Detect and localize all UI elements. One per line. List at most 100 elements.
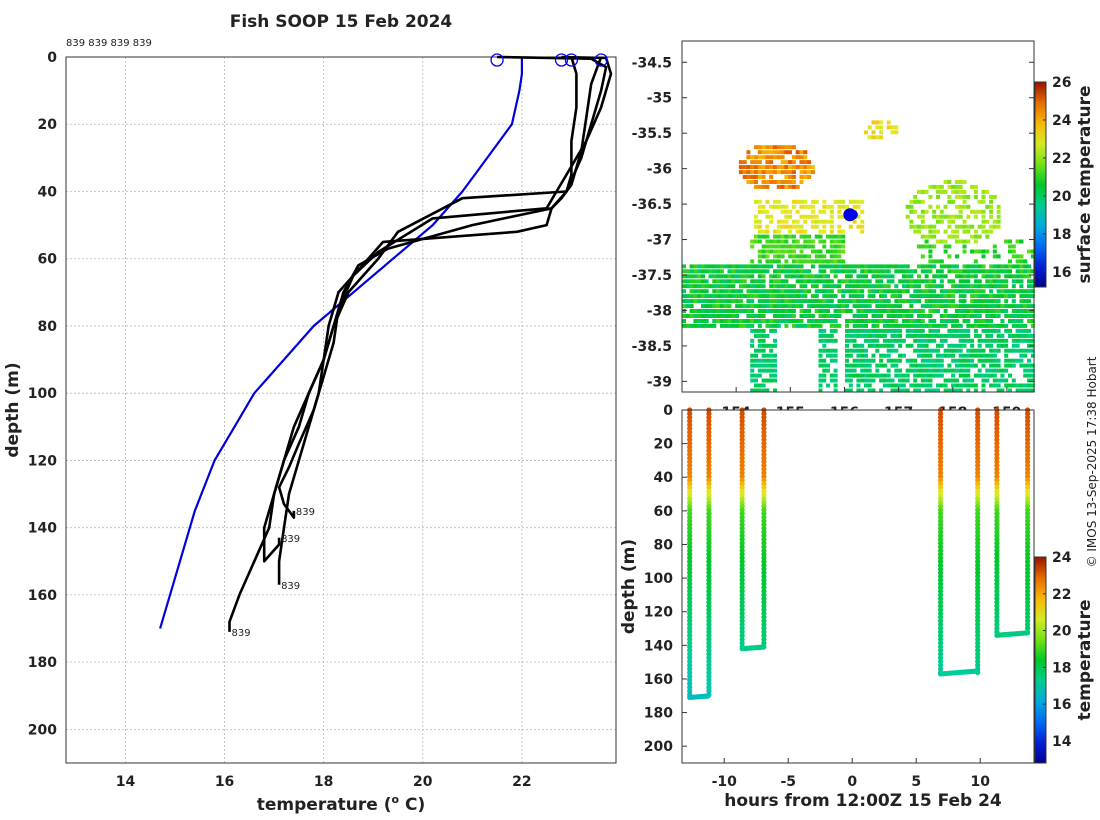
cast-dot <box>706 444 712 450</box>
sst-cell <box>784 165 789 170</box>
sst-cell <box>947 388 952 393</box>
sst-cell <box>799 254 804 259</box>
cast-dot <box>761 559 767 565</box>
sst-cell <box>689 294 694 299</box>
sst-cell <box>882 343 887 348</box>
sst-cell <box>761 234 766 239</box>
sst-cell <box>765 333 770 338</box>
sst-cell <box>723 294 728 299</box>
cast-dot <box>739 411 745 417</box>
sst-cell <box>871 333 876 338</box>
sst-cell <box>882 353 887 358</box>
sst-cell <box>894 125 899 130</box>
sst-cell <box>799 314 804 318</box>
sst-cell <box>958 184 963 189</box>
sst-cell <box>913 224 918 229</box>
sst-cell <box>898 323 903 328</box>
cast-dot <box>1025 603 1031 609</box>
sst-cell <box>1027 333 1031 338</box>
sst-cell <box>864 373 868 378</box>
sst-cell <box>985 333 990 338</box>
sst-cell <box>867 363 872 368</box>
sst-cell <box>928 264 933 269</box>
sst-cell <box>856 214 861 219</box>
sst-cell <box>807 170 812 175</box>
sst-cell <box>761 363 766 368</box>
sst-cell <box>784 319 789 323</box>
sst-cell <box>928 383 933 388</box>
sst-cell <box>996 254 1001 259</box>
sst-cell <box>757 269 762 274</box>
sst-cell <box>943 319 948 323</box>
sst-cell <box>924 383 929 388</box>
sst-cell <box>761 284 766 289</box>
sst-cell <box>757 358 762 363</box>
sst-cell <box>833 244 838 249</box>
sst-cell <box>845 204 849 209</box>
sst-cell <box>829 373 834 378</box>
cast-dot <box>937 610 944 616</box>
sst-cell <box>913 363 918 368</box>
sst-cell <box>731 319 736 323</box>
sst-cell <box>780 209 785 214</box>
sst-cell <box>954 348 959 353</box>
sst-cell <box>958 289 963 294</box>
sst-cell <box>954 319 959 323</box>
sst-cell <box>704 284 709 289</box>
sst-cell <box>1011 333 1016 338</box>
sst-cell <box>1011 294 1016 299</box>
sst-cell <box>962 279 967 284</box>
sst-cell <box>1027 348 1031 353</box>
sst-cell <box>754 224 758 229</box>
sst-cell <box>871 269 876 274</box>
sst-cell <box>867 358 872 363</box>
sst-cell <box>1023 259 1028 264</box>
sst-cell <box>829 323 834 328</box>
sst-cell <box>754 353 758 358</box>
sst-cell <box>750 264 755 269</box>
sst-cell <box>973 284 978 289</box>
sst-cell <box>848 348 853 353</box>
sst-cell <box>803 155 808 160</box>
y-tick-label: 160 <box>644 672 673 688</box>
sst-cell <box>776 229 781 234</box>
sst-cell <box>917 373 921 378</box>
sst-cell <box>954 264 959 269</box>
sst-cell <box>826 348 830 353</box>
sst-cell <box>1011 244 1016 249</box>
cast-dot <box>739 422 745 428</box>
sst-cell <box>826 284 830 289</box>
sst-cell <box>791 184 796 189</box>
sst-cell <box>973 289 978 294</box>
sst-cell <box>829 219 834 224</box>
sst-cell <box>769 244 774 249</box>
sst-cell <box>829 259 834 264</box>
cast-dot <box>937 566 944 572</box>
sst-cell <box>818 388 823 393</box>
cast-dot <box>937 418 944 424</box>
sst-cell <box>864 323 868 328</box>
cast-dot <box>687 440 693 446</box>
sst-cell <box>898 294 903 299</box>
cast-dot <box>975 448 981 454</box>
sst-cell <box>886 120 891 125</box>
sst-cell <box>1004 304 1009 309</box>
cast-dot <box>937 636 944 642</box>
sst-cell <box>898 383 903 388</box>
sst-cell <box>765 309 770 313</box>
sst-cell <box>989 279 994 284</box>
sst-cell <box>898 299 903 304</box>
sst-cell <box>791 160 796 165</box>
sst-cell <box>845 274 849 279</box>
sst-cell <box>966 319 971 323</box>
sst-cell <box>1023 304 1028 309</box>
sst-cell <box>769 358 774 363</box>
sst-cell <box>810 323 815 328</box>
sst-cell <box>791 309 796 313</box>
sst-cell <box>765 199 770 204</box>
sst-cell <box>731 284 736 289</box>
sst-cell <box>996 323 1001 328</box>
sst-cell <box>932 388 937 393</box>
sst-cell <box>917 338 921 343</box>
sst-cell <box>1015 309 1020 313</box>
